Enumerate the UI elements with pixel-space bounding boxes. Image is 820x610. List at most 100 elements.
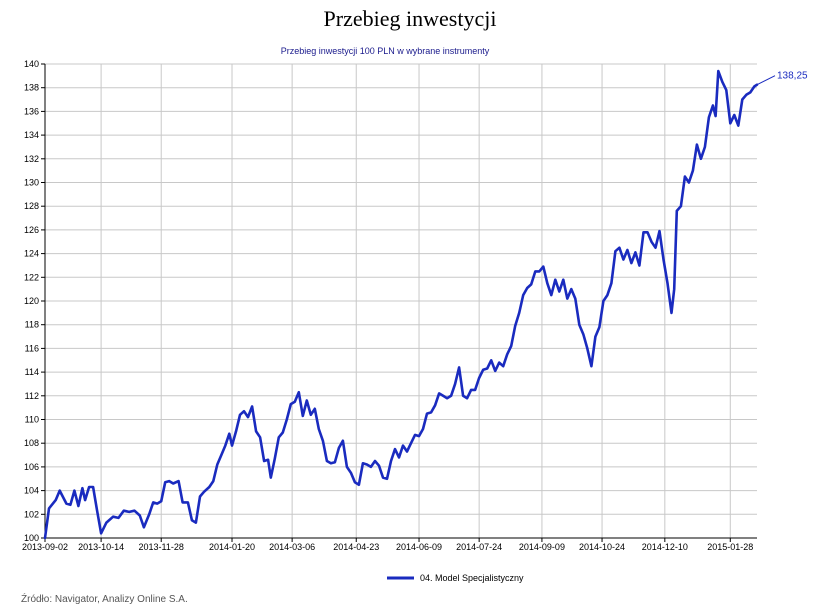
y-tick-label: 120 [24, 296, 39, 306]
y-tick-label: 100 [24, 533, 39, 543]
data-point [152, 501, 154, 503]
data-point [646, 231, 649, 233]
data-point [164, 481, 166, 483]
data-point [133, 510, 136, 512]
y-tick-label: 132 [24, 154, 39, 164]
grid [44, 63, 757, 539]
data-point [81, 487, 83, 489]
data-point [195, 522, 197, 524]
data-point [139, 514, 141, 517]
x-tick-label: 2014-06-09 [396, 542, 442, 552]
data-point [658, 230, 661, 232]
data-point [212, 480, 214, 482]
data-point [438, 392, 440, 394]
data-point [684, 176, 686, 178]
data-point [274, 458, 276, 460]
data-point [203, 491, 205, 493]
data-point [737, 125, 739, 127]
data-point [318, 428, 320, 430]
data-point [522, 294, 524, 296]
data-point [634, 251, 637, 253]
data-point [590, 365, 593, 367]
data-point [418, 435, 420, 437]
data-point [708, 116, 710, 118]
data-point [486, 367, 488, 370]
data-point [326, 460, 328, 462]
data-point [538, 270, 540, 272]
data-point [717, 70, 719, 72]
end-value-label: 138,25 [777, 71, 808, 82]
data-point [434, 404, 436, 406]
y-tick-label: 104 [24, 486, 39, 496]
x-tick-label: 2013-09-02 [22, 542, 68, 552]
data-point [494, 370, 496, 372]
data-point [526, 287, 528, 289]
data-point [410, 442, 412, 444]
data-point [84, 499, 86, 501]
data-point [490, 359, 492, 361]
data-point [148, 513, 150, 515]
data-point [578, 324, 580, 326]
data-point [414, 434, 416, 436]
data-point [370, 466, 372, 468]
page-title: Przebieg inwestycji [323, 6, 497, 31]
data-point [729, 122, 731, 124]
data-point [263, 460, 265, 462]
data-point [454, 383, 456, 385]
data-point [77, 505, 79, 507]
data-point [191, 519, 193, 521]
data-point [278, 436, 280, 438]
data-point [570, 288, 572, 290]
y-tick-label: 116 [25, 343, 39, 353]
y-tick-label: 122 [24, 272, 39, 282]
data-point [446, 397, 448, 399]
data-point [498, 362, 500, 364]
data-point [502, 365, 504, 367]
data-point [255, 430, 257, 432]
x-tick-label: 2014-04-23 [333, 542, 379, 552]
data-point [239, 414, 241, 416]
data-point [259, 436, 261, 438]
data-point [220, 454, 222, 456]
data-point [696, 144, 698, 146]
data-point [382, 477, 384, 479]
data-point [346, 466, 348, 468]
data-point [298, 391, 300, 393]
data-point [123, 510, 125, 512]
data-point [462, 395, 464, 397]
data-point [228, 433, 230, 435]
data-point [286, 418, 288, 421]
data-point [534, 270, 536, 272]
series-layer: 138,25 [43, 69, 808, 540]
legend-label: 04. Model Specjalistyczny [420, 573, 524, 583]
data-point [614, 250, 617, 252]
data-point [306, 399, 308, 402]
data-point [692, 170, 694, 172]
data-point [294, 401, 296, 403]
data-point [741, 98, 743, 101]
data-point [506, 353, 508, 355]
data-point [688, 181, 690, 184]
data-point [59, 490, 61, 492]
data-point [598, 326, 601, 328]
data-point [172, 482, 174, 485]
data-point [574, 298, 576, 300]
data-point [128, 511, 130, 513]
data-point [187, 501, 189, 503]
y-tick-label: 128 [24, 201, 39, 211]
data-point [302, 415, 304, 417]
data-point [606, 294, 609, 296]
data-point [745, 94, 747, 96]
data-point [362, 462, 364, 464]
data-point [208, 486, 210, 488]
y-tick-label: 118 [25, 320, 39, 330]
data-point [622, 258, 625, 261]
data-point [530, 283, 532, 285]
x-tick-label: 2014-10-24 [579, 542, 625, 552]
x-tick-label: 2014-07-24 [456, 542, 502, 552]
data-point [92, 486, 94, 488]
data-point [586, 347, 588, 349]
y-tick-label: 126 [24, 225, 39, 235]
data-point [156, 503, 158, 505]
data-point [594, 336, 597, 338]
